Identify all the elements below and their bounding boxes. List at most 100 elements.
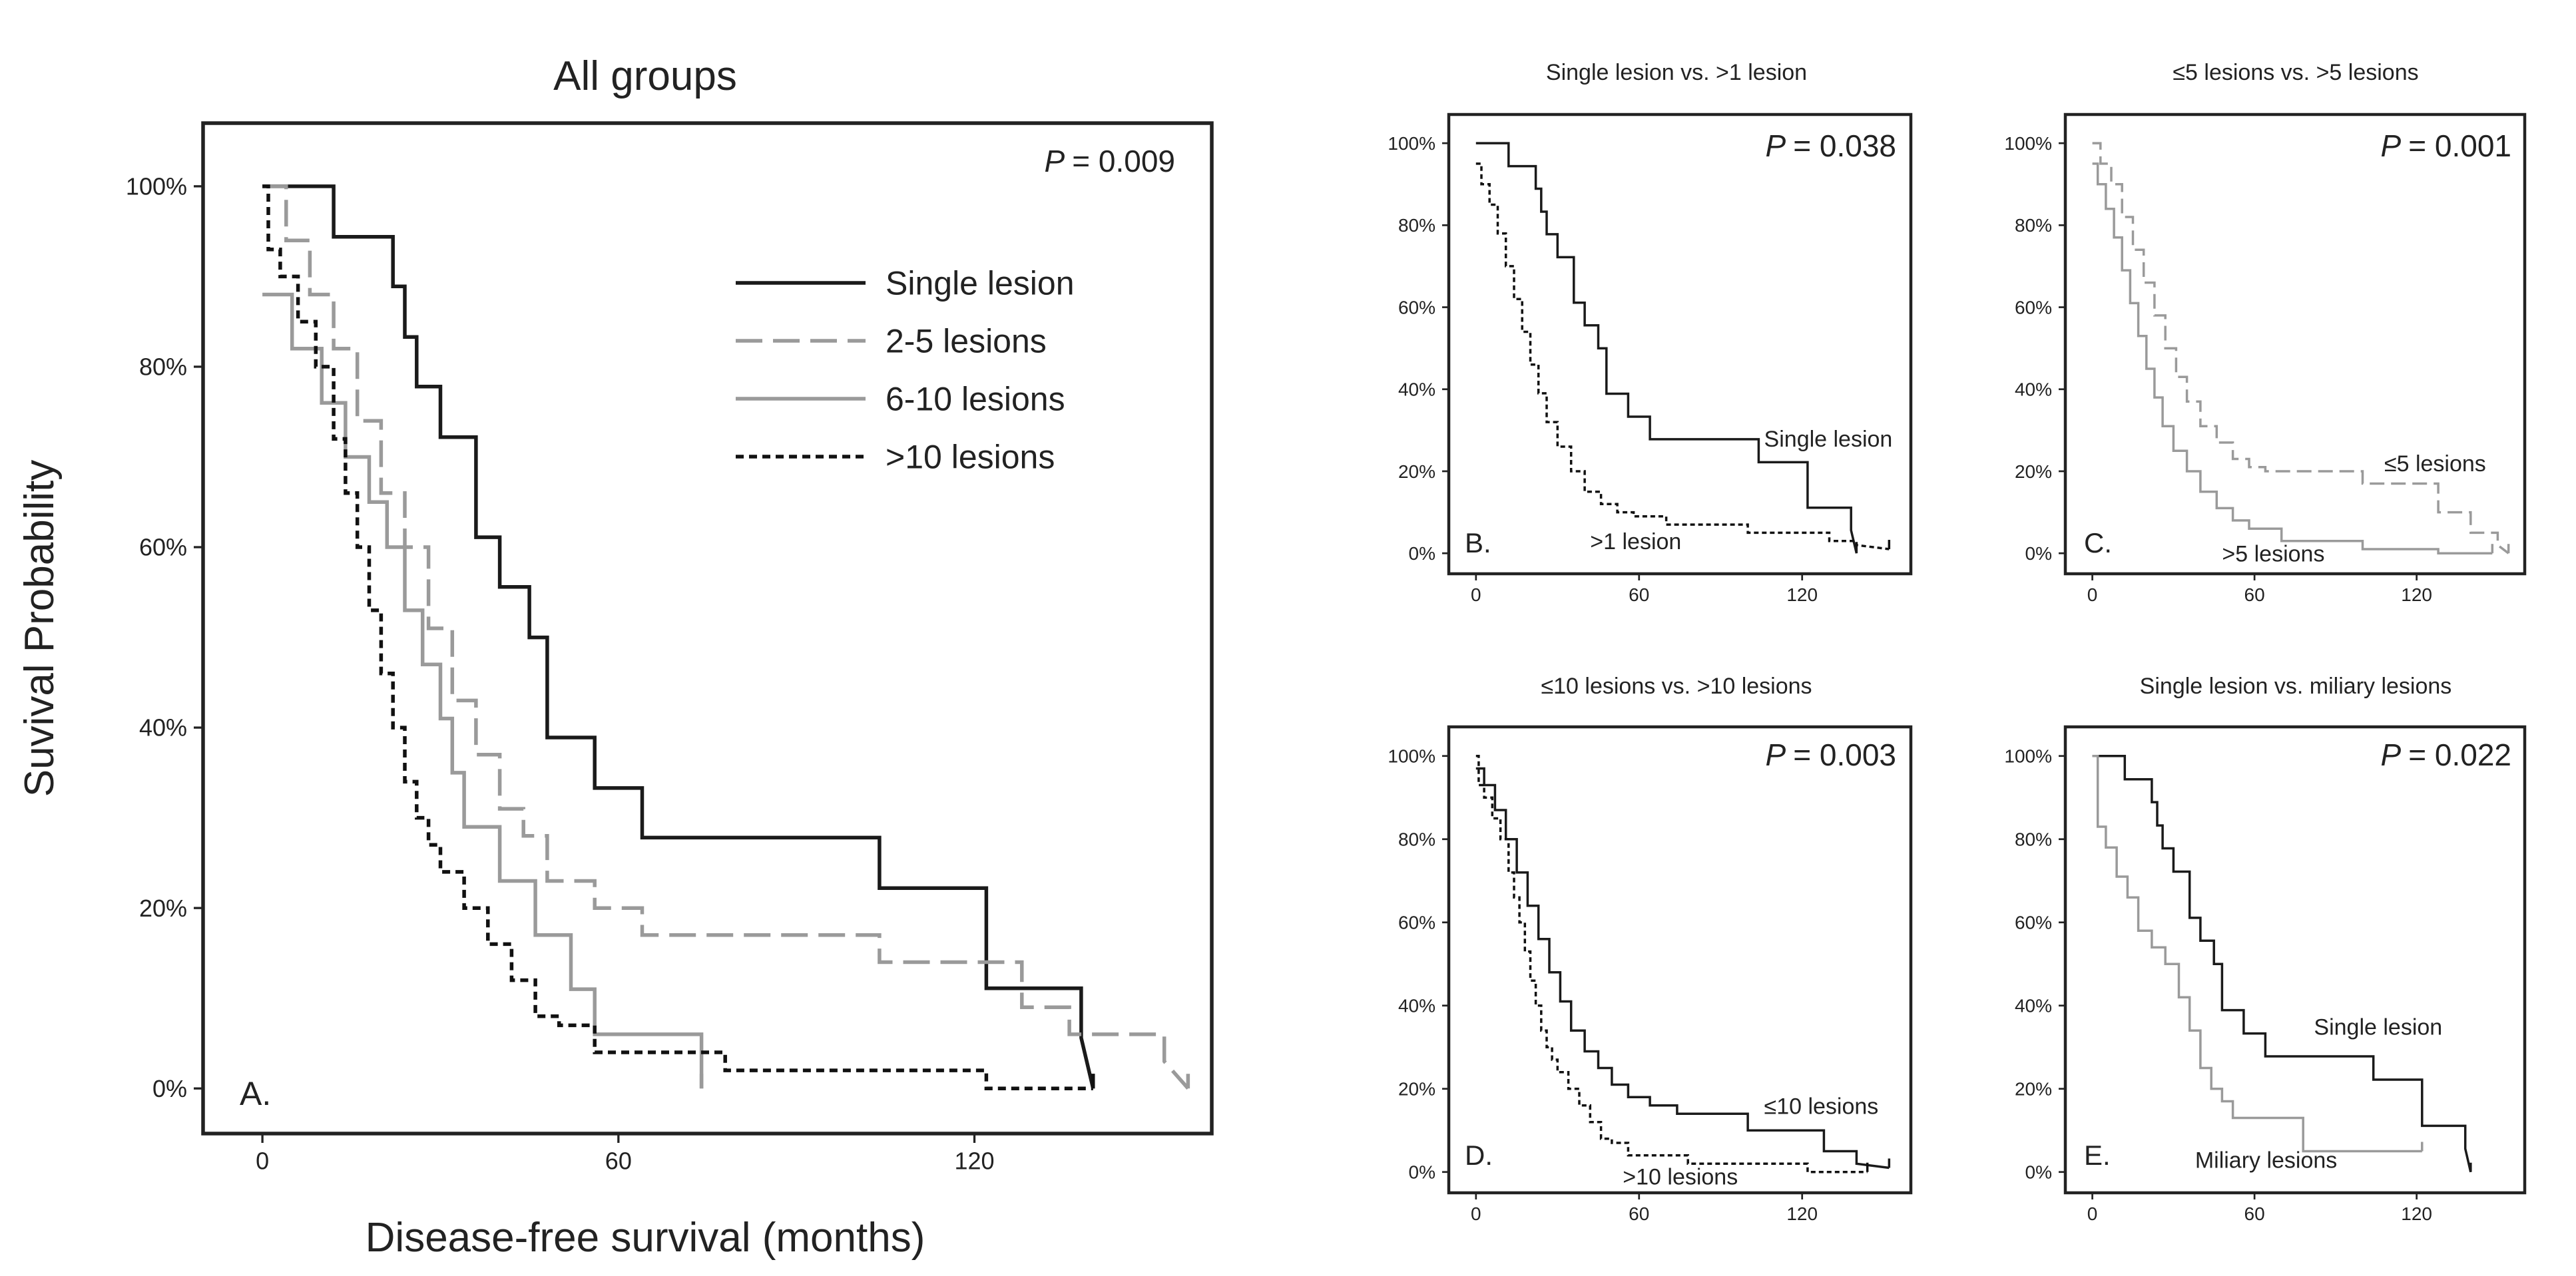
x-tick-label: 60 [1629,584,1649,605]
series-group [1475,755,1891,1173]
series-line-4 [262,184,1093,1090]
series-line-1 [2092,142,2509,554]
chart-title: ≤5 lesions vs. >5 lesions [2173,60,2418,85]
panel-letter: E. [2084,1140,2111,1171]
chart-title: Single lesion vs. miliary lesions [2140,674,2452,699]
curve-label: >5 lesions [2222,542,2324,567]
panel-letter: A. [240,1075,271,1112]
y-tick-label: 20% [2015,1079,2052,1100]
series-line-1 [262,184,1095,1089]
legend-label: 6-10 lesions [886,381,1065,418]
y-tick-label: 0% [1409,543,1435,564]
p-value: = 0.009 [1072,144,1175,178]
y-tick-label: 100% [1388,133,1435,154]
legend-label: >10 lesions [886,439,1055,476]
p-value: = 0.038 [1793,128,1896,163]
x-tick-label: 120 [954,1148,994,1175]
plot-frame [1447,725,1913,1195]
y-tick-label: 40% [2015,379,2052,400]
p-symbol: P [2380,128,2408,163]
panel-a: All groups 0% 20% 40% 60% 80% 100% 0 60 120 P = 0.… [17,53,1214,1261]
series-line-2 [1475,162,1890,550]
panel-c: ≤5 lesions vs. >5 lesions 0% 20% 40% 60% 80% 1… [2004,60,2527,605]
p-symbol: P [2380,738,2408,772]
p-value: = 0.003 [1793,738,1896,772]
y-tick-label: 60% [2015,297,2052,318]
series-line-3 [262,292,704,1089]
y-tick-label: 60% [139,534,187,561]
y-tick-label: 80% [1398,215,1435,236]
y-tick-label: 80% [2015,829,2052,850]
chart-title: ≤10 lesions vs. >10 lesions [1541,674,1812,699]
x-tick-label: 120 [2401,1203,2432,1224]
x-tick-label: 60 [2244,584,2265,605]
x-axis-label: Disease-free survival (months) [366,1215,925,1261]
p-value-text: P = 0.001 [2380,128,2511,163]
x-tick-label: 0 [256,1148,269,1175]
x-tick-label: 120 [1786,1203,1818,1224]
panel-letter: D. [1465,1140,1493,1171]
x-tick-label: 0 [2087,584,2098,605]
p-value-text: P = 0.003 [1765,738,1896,772]
p-value-text: P = 0.009 [1044,144,1175,178]
p-value-text: P = 0.022 [2380,738,2511,772]
curve-label: >10 lesions [1623,1165,1738,1190]
plot-frame [2063,112,2527,576]
curve-label: Single lesion [1764,427,1893,452]
panel-letter: C. [2084,527,2112,558]
y-tick-label: 20% [139,895,187,922]
series-line-2 [1475,755,1868,1173]
x-tick-label: 120 [1786,584,1818,605]
plot-frame [2063,725,2527,1195]
y-tick-label: 100% [2004,746,2052,767]
y-tick-label: 100% [1388,746,1435,767]
p-value-text: P = 0.038 [1765,128,1896,163]
panel-b: Single lesion vs. >1 lesion 0% 20% 40% 60% 80… [1388,60,1913,605]
y-tick-label: 40% [2015,996,2052,1016]
y-tick-label: 60% [1398,297,1435,318]
x-tick-label: 120 [2401,584,2432,605]
p-value: = 0.022 [2408,738,2511,772]
y-tick-label: 0% [2025,1162,2052,1183]
x-tick-label: 0 [1471,1203,1481,1224]
x-tick-label: 0 [1471,584,1481,605]
p-value: = 0.001 [2408,128,2511,163]
curve-label: ≤5 lesions [2384,451,2486,477]
plot-frame [201,121,1214,1136]
panel-d: ≤10 lesions vs. >10 lesions 0% 20% 40% 60% 80… [1388,674,1913,1224]
x-tick-label: 0 [2087,1203,2098,1224]
curve-label: Miliary lesions [2195,1148,2338,1173]
x-tick-label: 60 [1629,1203,1649,1224]
series-line-2 [262,184,1190,1090]
y-tick-label: 20% [1398,461,1435,482]
curve-label: ≤10 lesions [1764,1094,1879,1119]
y-tick-label: 60% [2015,913,2052,933]
y-tick-label: 80% [139,353,187,381]
chart-title: All groups [553,53,737,99]
y-axis-label: Suvival Probability [17,460,63,797]
x-tick-label: 60 [2244,1203,2265,1224]
y-tick-label: 100% [126,172,187,200]
x-tick-label: 60 [605,1148,632,1175]
panel-e: Single lesion vs. miliary lesions 0% 20% 40… [2004,674,2527,1224]
y-tick-label: 0% [1409,1162,1435,1183]
y-tick-label: 0% [152,1075,187,1102]
series-group [2092,755,2472,1173]
p-symbol: P [1765,128,1793,163]
y-tick-label: 0% [2025,543,2052,564]
series-line-2 [2092,755,2422,1153]
y-tick-label: 40% [1398,996,1435,1016]
p-symbol: P [1765,738,1793,772]
series-line-1 [2092,755,2472,1173]
chart-title: Single lesion vs. >1 lesion [1546,60,1807,85]
y-tick-label: 20% [2015,461,2052,482]
series-group [2092,142,2510,554]
series-line-2 [2092,162,2493,554]
legend-label: 2-5 lesions [886,323,1047,360]
y-tick-label: 100% [2004,133,2052,154]
y-tick-label: 80% [1398,829,1435,850]
y-tick-label: 60% [1398,913,1435,933]
y-tick-label: 80% [2015,215,2052,236]
y-tick-label: 40% [139,714,187,742]
curve-label: Single lesion [2314,1015,2442,1040]
